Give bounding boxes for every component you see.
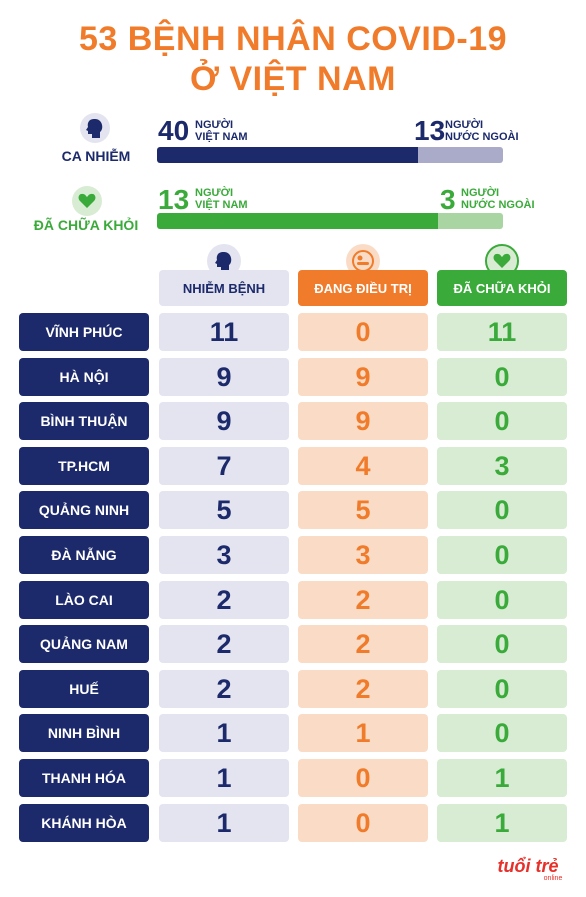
cell-recovered: 0: [437, 358, 567, 396]
cell-infected: 9: [159, 358, 289, 396]
cell-recovered: 0: [437, 491, 567, 529]
unit-line: VIỆT NAM: [195, 131, 248, 143]
cell-treating: 1: [298, 714, 428, 752]
cell-infected: 1: [159, 804, 289, 842]
province-label: VĨNH PHÚC: [19, 313, 149, 351]
cell-recovered: 1: [437, 759, 567, 797]
province-label: QUẢNG NAM: [19, 625, 149, 663]
province-label: HUẾ: [19, 670, 149, 708]
infected-foreign-unit: NGƯỜI NƯỚC NGOÀI: [445, 119, 519, 143]
province-label: ĐÀ NẴNG: [19, 536, 149, 574]
cell-infected: 2: [159, 625, 289, 663]
cell-recovered: 0: [437, 670, 567, 708]
infected-bar-foreign: [418, 147, 503, 163]
province-label: KHÁNH HÒA: [19, 804, 149, 842]
infected-label: CA NHIỄM: [61, 148, 131, 164]
tuoitre-logo: tuổi trẻ online: [487, 855, 569, 881]
title-line-2: Ở VIỆT NAM: [190, 60, 396, 98]
province-label: TP.HCM: [19, 447, 149, 485]
unit-line: NGƯỜI: [195, 187, 234, 199]
unit-line: VIỆT NAM: [195, 199, 248, 211]
cell-treating: 4: [298, 447, 428, 485]
province-label: LÀO CAI: [19, 581, 149, 619]
cell-infected: 9: [159, 402, 289, 440]
province-label: NINH BÌNH: [19, 714, 149, 752]
unit-line: NGƯỜI: [195, 119, 234, 131]
cell-infected: 1: [159, 759, 289, 797]
cell-treating: 9: [298, 358, 428, 396]
cell-treating: 5: [298, 491, 428, 529]
unit-line: NGƯỜI: [461, 187, 500, 199]
cell-recovered: 0: [437, 581, 567, 619]
cell-treating: 9: [298, 402, 428, 440]
unit-line: NGƯỜI: [445, 119, 484, 131]
cell-treating: 0: [298, 313, 428, 351]
logo-subtext: online: [544, 875, 563, 881]
recovered-vietnam-unit: NGƯỜI VIỆT NAM: [195, 187, 248, 211]
cell-recovered: 1: [437, 804, 567, 842]
recovered-bar-foreign: [438, 213, 503, 229]
recovered-bar: [157, 213, 503, 229]
column-header-treating: ĐANG ĐIỀU TRỊ: [298, 270, 428, 306]
cell-treating: 2: [298, 625, 428, 663]
cell-recovered: 0: [437, 536, 567, 574]
infected-vietnam-unit: NGƯỜI VIỆT NAM: [195, 119, 248, 143]
province-label: QUẢNG NINH: [19, 491, 149, 529]
cell-infected: 2: [159, 670, 289, 708]
infected-vietnam-value: 40: [158, 115, 190, 146]
cell-infected: 7: [159, 447, 289, 485]
cell-infected: 2: [159, 581, 289, 619]
infected-foreign-value: 13: [414, 115, 446, 146]
cell-treating: 2: [298, 670, 428, 708]
recovered-bar-vietnam: [157, 213, 439, 229]
cell-treating: 0: [298, 759, 428, 797]
recovered-foreign-unit: NGƯỜI NƯỚC NGOÀI: [461, 187, 535, 211]
infected-bar: [157, 147, 503, 163]
infected-bar-vietnam: [157, 147, 419, 163]
cell-infected: 5: [159, 491, 289, 529]
heart-icon: [72, 186, 102, 216]
logo-text: tuổi trẻ: [498, 856, 559, 876]
cell-infected: 3: [159, 536, 289, 574]
province-label: HÀ NỘI: [19, 358, 149, 396]
cell-recovered: 0: [437, 714, 567, 752]
unit-line: NƯỚC NGOÀI: [445, 131, 519, 143]
cell-recovered: 0: [437, 402, 567, 440]
cell-recovered: 11: [437, 313, 567, 351]
cell-infected: 1: [159, 714, 289, 752]
cell-treating: 2: [298, 581, 428, 619]
unit-line: NƯỚC NGOÀI: [461, 199, 535, 211]
recovered-foreign-value: 3: [440, 184, 456, 215]
column-header-infected: NHIỄM BỆNH: [159, 270, 289, 306]
recovered-vietnam-value: 13: [158, 184, 190, 215]
cell-recovered: 0: [437, 625, 567, 663]
cell-infected: 11: [159, 313, 289, 351]
cell-recovered: 3: [437, 447, 567, 485]
province-label: THANH HÓA: [19, 759, 149, 797]
cell-treating: 0: [298, 804, 428, 842]
column-header-recovered: ĐÃ CHỮA KHỎI: [437, 270, 567, 306]
title-line-1: 53 BỆNH NHÂN COVID-19: [78, 20, 508, 58]
cell-treating: 3: [298, 536, 428, 574]
province-label: BÌNH THUẬN: [19, 402, 149, 440]
head-icon: [80, 113, 110, 143]
recovered-label: ĐÃ CHỮA KHỎI: [33, 217, 139, 233]
